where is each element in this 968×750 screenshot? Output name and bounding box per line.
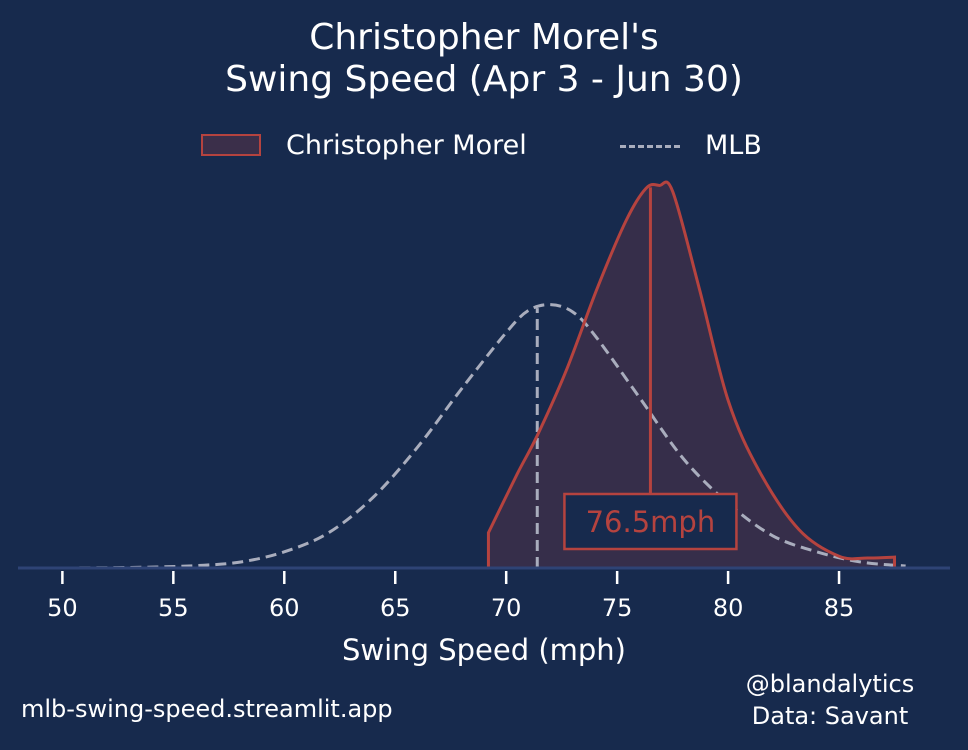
x-tick-label: 50 — [47, 594, 78, 622]
x-tick-label: 80 — [713, 594, 744, 622]
legend-swatch-mlb — [620, 145, 680, 148]
median-label: 76.5mph — [586, 505, 716, 539]
credit: @blandalytics Data: Savant — [720, 668, 940, 732]
x-tick-label: 65 — [380, 594, 411, 622]
x-axis-label: Swing Speed (mph) — [342, 633, 626, 667]
data-source: Data: Savant — [751, 702, 909, 730]
legend-swatch-morel — [201, 134, 261, 156]
title-line-2: Swing Speed (Apr 3 - Jun 30) — [225, 59, 743, 100]
x-tick-label: 55 — [158, 594, 189, 622]
x-tick-label: 60 — [269, 594, 300, 622]
credit-handle: @blandalytics — [745, 670, 915, 698]
median-label-box — [563, 492, 738, 551]
title-line-1: Christopher Morel's — [309, 17, 659, 58]
legend-label-mlb: MLB — [705, 130, 762, 161]
series-morel-area — [488, 181, 895, 568]
x-tick-label: 70 — [491, 594, 522, 622]
chart-title: Christopher Morel's Swing Speed (Apr 3 -… — [0, 17, 968, 101]
legend-label-morel: Christopher Morel — [286, 130, 527, 161]
site-url: mlb-swing-speed.streamlit.app — [21, 695, 393, 723]
x-tick-label: 85 — [824, 594, 855, 622]
series-morel-line — [486, 180, 897, 568]
series-mlb-line — [62, 303, 906, 570]
x-tick-label: 75 — [602, 594, 633, 622]
